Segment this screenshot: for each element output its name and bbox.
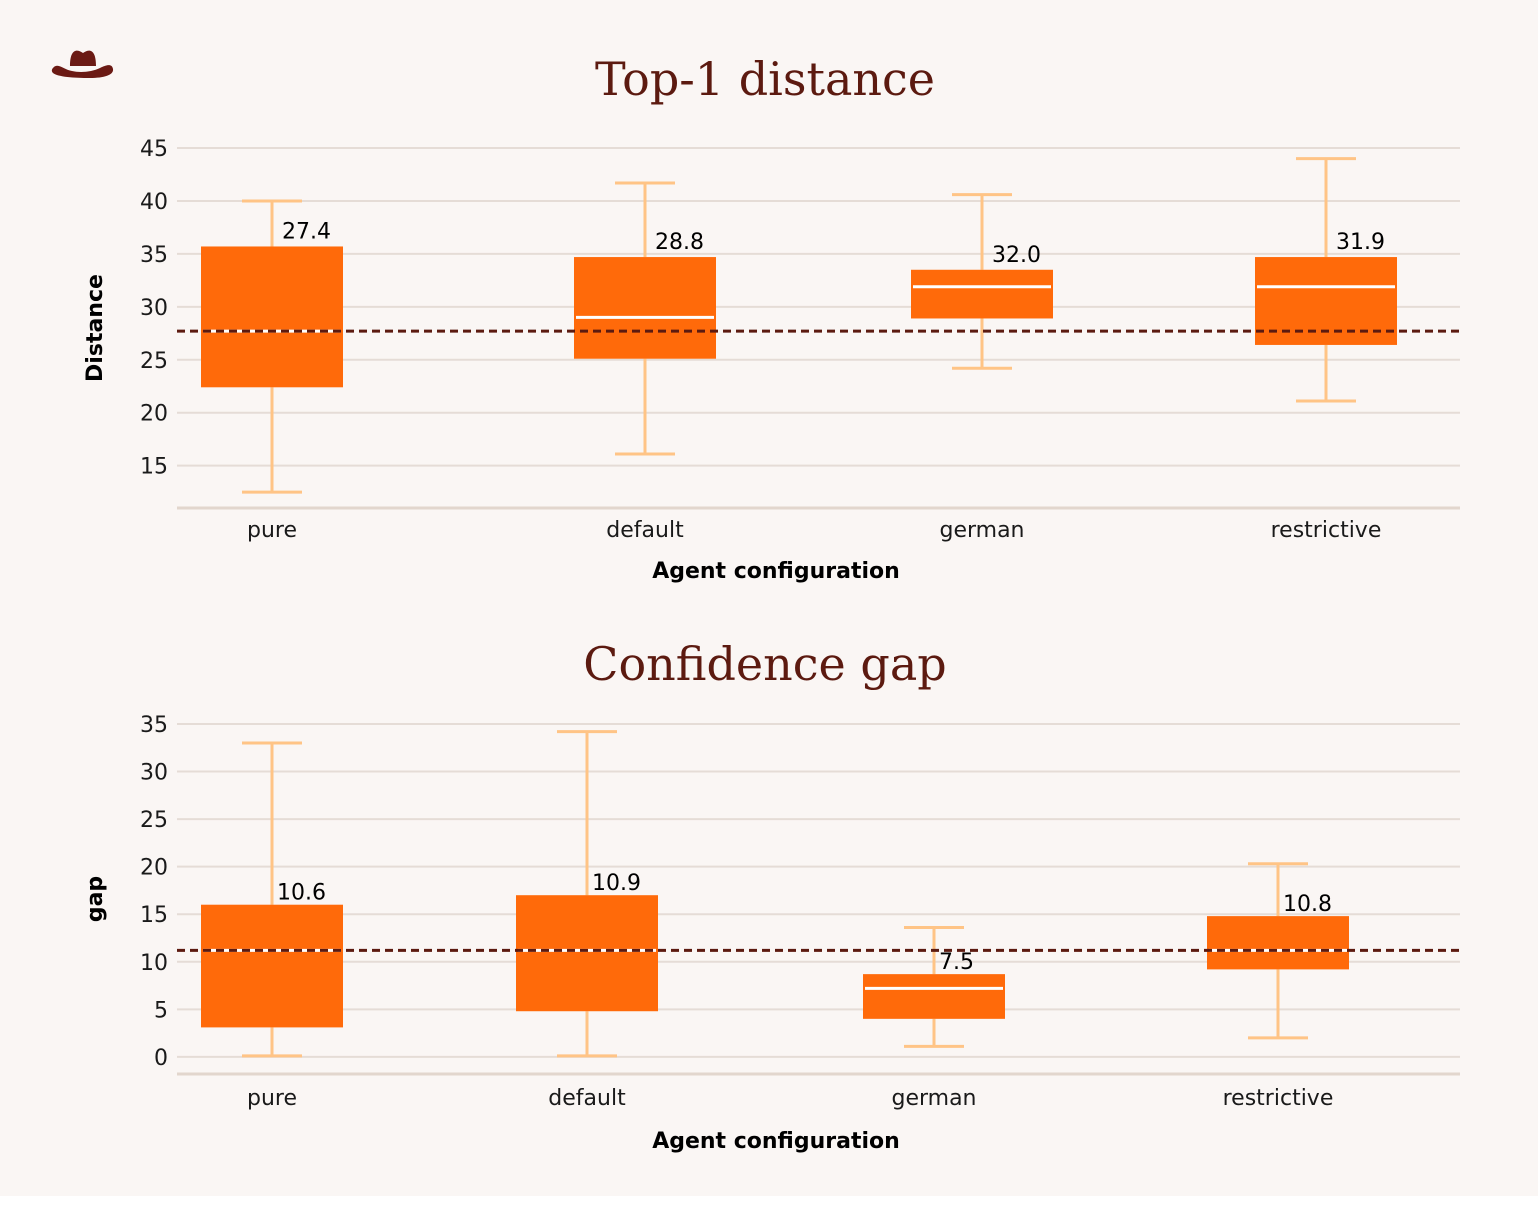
footer-band: [0, 1196, 1538, 1220]
box-iqr: [516, 895, 658, 1012]
box-iqr: [1207, 916, 1349, 970]
chart-panel-2: Confidence gap 0 5 10 15 20 25 30 35 gap Agent con…: [83, 637, 1460, 1154]
chart-panel-1: Top-1 distance 15 20 25 30 35 40 45 Distance Agen…: [83, 52, 1460, 584]
y-axis-label: gap: [83, 876, 108, 922]
box-german: 32.0: [911, 193, 1053, 370]
x-tick-label: pure: [247, 518, 297, 543]
chart-title: Top-1 distance: [595, 52, 935, 106]
y-axis-label: Distance: [83, 274, 108, 382]
box-iqr: [863, 974, 1005, 1019]
value-label: 7.5: [939, 950, 974, 975]
y-tick-label: 30: [140, 761, 168, 786]
box-iqr: [911, 269, 1053, 319]
y-tick-label: 35: [140, 243, 168, 268]
y-tick-label: 30: [140, 296, 168, 321]
x-tick-label: default: [606, 518, 684, 543]
box-restrictive: 10.8: [1207, 862, 1349, 1040]
x-tick-label: restrictive: [1271, 518, 1382, 543]
value-label: 10.8: [1283, 892, 1332, 917]
y-tick-label: 5: [154, 998, 168, 1023]
y-tick-label: 35: [140, 713, 168, 738]
x-tick-label: restrictive: [1223, 1086, 1334, 1111]
box-pure: 27.4: [201, 199, 343, 494]
y-tick-label: 15: [140, 903, 168, 928]
box-iqr: [201, 904, 343, 1028]
x-axis-label: Agent configuration: [652, 1129, 900, 1154]
value-label: 31.9: [1336, 230, 1385, 255]
x-tick-label: german: [939, 518, 1024, 543]
y-tick-label: 0: [154, 1046, 168, 1071]
x-tick-label: german: [891, 1086, 976, 1111]
box-pure: 10.6: [201, 741, 343, 1058]
y-tick-label: 15: [140, 455, 168, 480]
value-label: 27.4: [282, 219, 331, 244]
value-label: 10.6: [277, 881, 326, 906]
y-tick-label: 25: [140, 808, 168, 833]
box-restrictive: 31.9: [1255, 157, 1397, 403]
value-label: 32.0: [992, 243, 1041, 268]
y-tick-label: 20: [140, 402, 168, 427]
box-german: 7.5: [863, 926, 1005, 1048]
box-iqr: [574, 257, 716, 359]
box-iqr: [201, 246, 343, 388]
y-tick-label: 25: [140, 349, 168, 374]
value-label: 10.9: [592, 871, 641, 896]
y-tick-label: 45: [140, 137, 168, 162]
y-tick-label: 40: [140, 190, 168, 215]
y-tick-label: 10: [140, 951, 168, 976]
x-axis-label: Agent configuration: [652, 559, 900, 584]
cowboy-hat-icon: [51, 50, 114, 78]
chart-title: Confidence gap: [583, 637, 946, 691]
box-default: 10.9: [516, 730, 658, 1058]
x-tick-label: default: [548, 1086, 626, 1111]
x-tick-label: pure: [247, 1086, 297, 1111]
y-tick-label: 20: [140, 856, 168, 881]
value-label: 28.8: [655, 230, 704, 255]
box-default: 28.8: [574, 181, 716, 456]
